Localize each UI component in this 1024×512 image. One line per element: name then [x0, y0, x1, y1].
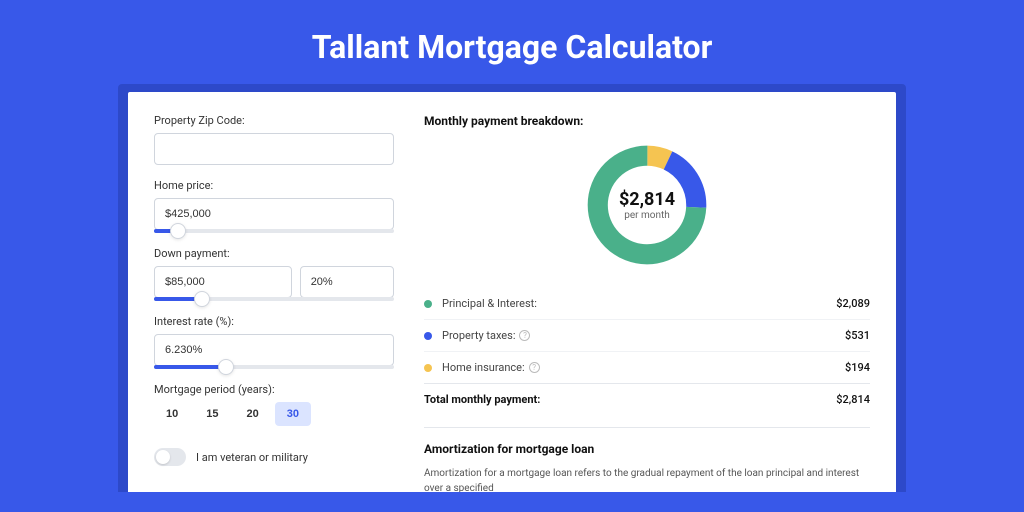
- interest-rate-slider-fill: [154, 365, 226, 369]
- home-price-slider-thumb[interactable]: [170, 223, 186, 239]
- interest-rate-label: Interest rate (%):: [154, 315, 394, 328]
- legend-label-total: Total monthly payment:: [424, 393, 540, 406]
- legend-dot-insurance: [424, 364, 432, 372]
- period-button-15[interactable]: 15: [194, 402, 230, 426]
- donut-center-value: $2,814: [619, 189, 675, 210]
- veteran-toggle-label: I am veteran or military: [196, 451, 308, 464]
- legend-value-insurance: $194: [845, 361, 870, 374]
- legend-row-principal: Principal & Interest: $2,089: [424, 288, 870, 319]
- period-label: Mortgage period (years):: [154, 383, 394, 396]
- legend-row-total: Total monthly payment: $2,814: [424, 383, 870, 415]
- amortization-section: Amortization for mortgage loan Amortizat…: [424, 427, 870, 492]
- legend-value-taxes: $531: [845, 329, 870, 342]
- veteran-toggle-knob: [156, 450, 170, 464]
- donut-center-sub: per month: [619, 210, 675, 221]
- interest-rate-slider[interactable]: [154, 365, 394, 369]
- legend-label-taxes-text: Property taxes:: [442, 329, 515, 342]
- help-icon[interactable]: ?: [519, 330, 530, 341]
- interest-rate-input[interactable]: [154, 334, 394, 366]
- breakdown-legend: Principal & Interest: $2,089 Property ta…: [424, 288, 870, 415]
- down-payment-slider[interactable]: [154, 297, 394, 301]
- amortization-title: Amortization for mortgage loan: [424, 442, 870, 456]
- page-title: Tallant Mortgage Calculator: [0, 0, 1024, 84]
- home-price-slider[interactable]: [154, 229, 394, 233]
- card-shadow: Property Zip Code: Home price: Down paym…: [118, 84, 906, 492]
- down-payment-label: Down payment:: [154, 247, 394, 260]
- down-payment-slider-thumb[interactable]: [194, 291, 210, 307]
- home-price-input[interactable]: [154, 198, 394, 230]
- legend-dot-principal: [424, 300, 432, 308]
- veteran-toggle[interactable]: [154, 448, 186, 466]
- breakdown-panel: Monthly payment breakdown: $2,814 per mo…: [424, 114, 870, 492]
- period-button-10[interactable]: 10: [154, 402, 190, 426]
- legend-label-insurance-text: Home insurance:: [442, 361, 525, 374]
- breakdown-title: Monthly payment breakdown:: [424, 114, 870, 128]
- legend-label-insurance: Home insurance: ?: [442, 361, 540, 374]
- down-payment-amount-input[interactable]: [154, 266, 292, 298]
- amortization-body: Amortization for a mortgage loan refers …: [424, 466, 870, 492]
- legend-dot-taxes: [424, 332, 432, 340]
- zip-input[interactable]: [154, 133, 394, 165]
- interest-rate-slider-thumb[interactable]: [218, 359, 234, 375]
- home-price-label: Home price:: [154, 179, 394, 192]
- period-button-group: 10 15 20 30: [154, 402, 394, 426]
- legend-value-principal: $2,089: [836, 297, 870, 310]
- zip-label: Property Zip Code:: [154, 114, 394, 127]
- help-icon[interactable]: ?: [529, 362, 540, 373]
- form-panel: Property Zip Code: Home price: Down paym…: [154, 114, 394, 492]
- payment-donut-chart: $2,814 per month: [582, 140, 712, 270]
- legend-label-principal: Principal & Interest:: [442, 297, 537, 310]
- legend-value-total: $2,814: [836, 393, 870, 406]
- calculator-card: Property Zip Code: Home price: Down paym…: [128, 92, 896, 492]
- legend-row-insurance: Home insurance: ? $194: [424, 351, 870, 383]
- legend-label-taxes: Property taxes: ?: [442, 329, 530, 342]
- period-button-20[interactable]: 20: [235, 402, 271, 426]
- down-payment-percent-input[interactable]: [300, 266, 394, 298]
- legend-row-taxes: Property taxes: ? $531: [424, 319, 870, 351]
- period-button-30[interactable]: 30: [275, 402, 311, 426]
